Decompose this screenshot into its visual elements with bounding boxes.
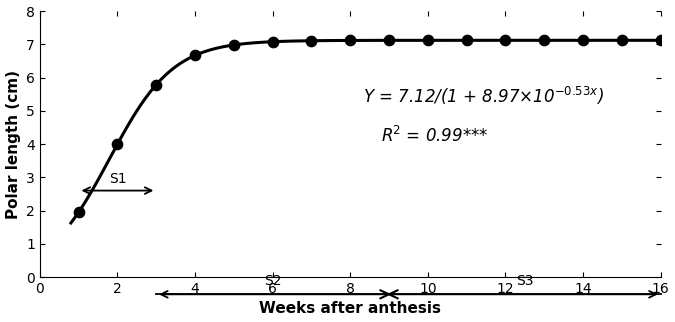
Point <box>151 82 161 87</box>
Text: R$^{2}$ = 0.99***: R$^{2}$ = 0.99*** <box>381 126 489 146</box>
Point <box>423 38 433 43</box>
Text: S1: S1 <box>109 172 126 185</box>
Y-axis label: Polar length (cm): Polar length (cm) <box>5 70 20 219</box>
Text: S3: S3 <box>516 274 533 288</box>
Point <box>461 38 472 43</box>
Point <box>228 43 239 48</box>
Point <box>655 38 666 43</box>
Point <box>112 142 123 147</box>
Point <box>74 210 84 215</box>
Point <box>500 38 511 43</box>
Text: Y = 7.12/(1 + 8.97$\times$10$^{-0.53x}$): Y = 7.12/(1 + 8.97$\times$10$^{-0.53x}$) <box>362 85 603 107</box>
Point <box>345 38 356 43</box>
Point <box>267 39 278 44</box>
Point <box>578 38 589 43</box>
X-axis label: Weeks after anthesis: Weeks after anthesis <box>259 301 441 317</box>
Point <box>383 38 394 43</box>
Point <box>616 38 627 43</box>
Point <box>190 53 200 58</box>
Point <box>306 38 317 43</box>
Point <box>539 38 549 43</box>
Text: S2: S2 <box>264 274 281 288</box>
